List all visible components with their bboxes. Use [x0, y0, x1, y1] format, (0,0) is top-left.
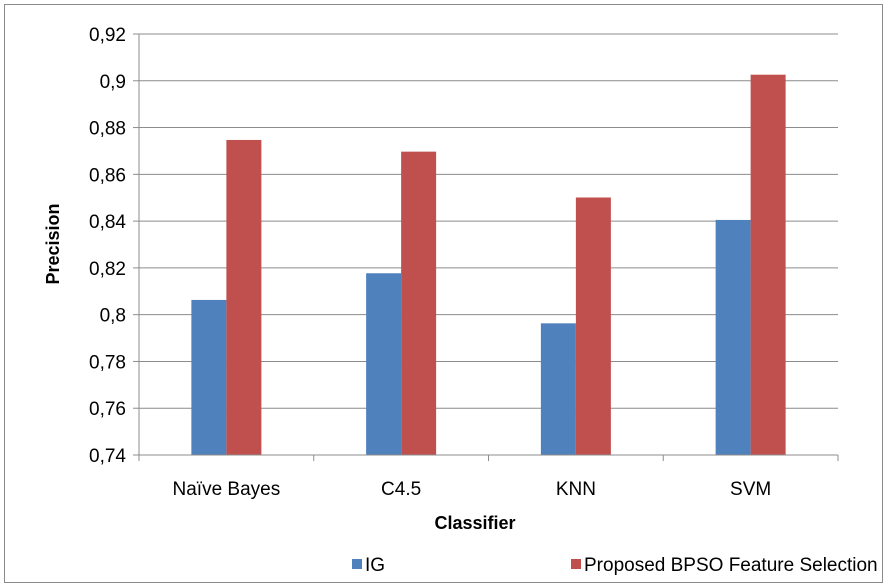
- x-tick-label: KNN: [556, 479, 596, 500]
- legend-swatch: [571, 559, 581, 569]
- axes: [138, 34, 839, 461]
- y-tick-label: 0,82: [89, 259, 126, 280]
- y-axis-title: Precision: [43, 203, 63, 284]
- x-axis-title: Classifier: [434, 513, 515, 533]
- bar-ig-2: [540, 323, 576, 455]
- y-tick-label: 0,84: [89, 212, 126, 233]
- y-tick-label: 0,9: [100, 72, 126, 93]
- x-axis-tick-labels: Naïve Bayes C4.5 KNN SVM: [173, 479, 772, 500]
- x-tick-label: Naïve Bayes: [173, 479, 281, 500]
- y-tick-label: 0,78: [89, 352, 126, 373]
- bar-ig-0: [191, 299, 227, 455]
- bar-bpso-1: [401, 151, 437, 455]
- y-tick-label: 0,86: [89, 165, 126, 186]
- y-tick-label: 0,92: [89, 25, 126, 46]
- legend-swatch: [352, 559, 362, 569]
- y-tick-label: 0,76: [89, 399, 126, 420]
- bar-bpso-3: [750, 74, 786, 456]
- bar-ig-3: [715, 219, 751, 455]
- x-tick-label: C4.5: [381, 479, 421, 500]
- y-tick-label: 0,8: [100, 306, 126, 327]
- legend-label: Proposed BPSO Feature Selection: [584, 555, 878, 576]
- bar-ig-1: [366, 273, 402, 455]
- bar-bpso-0: [226, 139, 262, 455]
- y-tick-label: 0,88: [89, 119, 126, 140]
- x-tick-label: SVM: [730, 479, 771, 500]
- bar-bpso-2: [575, 197, 611, 455]
- y-tick-label: 0,74: [89, 446, 126, 467]
- bars: [191, 74, 786, 456]
- y-axis-tick-labels: 0,74 0,76 0,78 0,8 0,82 0,84 0,86 0,88 0,9 0,92: [89, 25, 139, 467]
- legend: IG Proposed BPSO Feature Selection: [352, 555, 878, 576]
- legend-label: IG: [365, 555, 385, 576]
